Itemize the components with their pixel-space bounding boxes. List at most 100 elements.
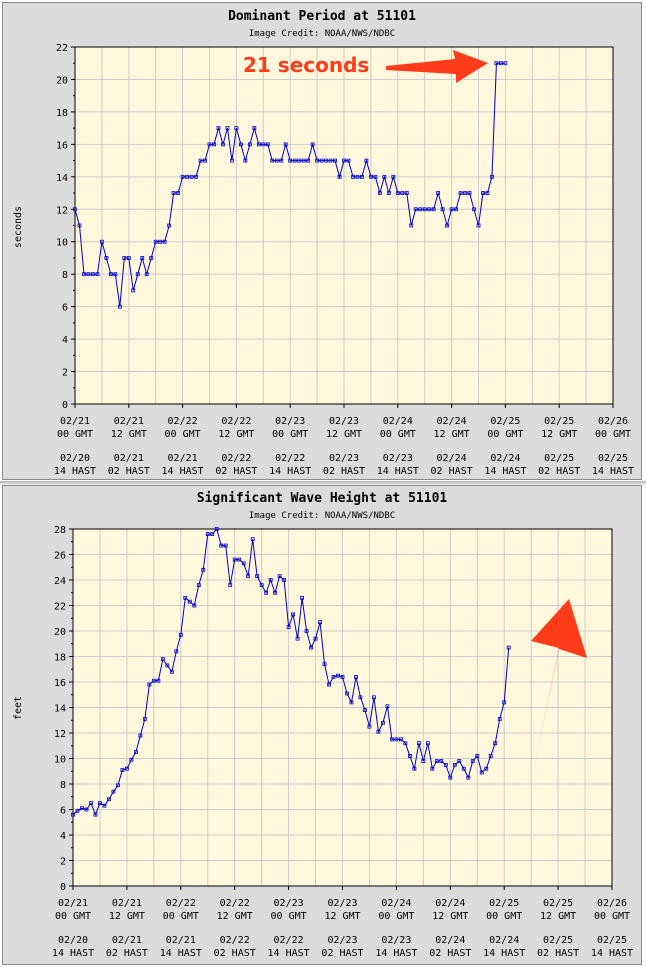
data-point <box>243 158 248 163</box>
x-tick-time-gmt: 00 GMT <box>55 911 91 922</box>
data-point <box>255 574 260 579</box>
data-point <box>292 158 297 163</box>
data-point <box>390 737 394 742</box>
data-point <box>457 759 462 763</box>
y-tick-label: 2 <box>60 857 66 868</box>
data-point <box>178 632 183 637</box>
x-tick-date-hast: 02/25 <box>598 453 628 464</box>
x-tick-date-hast: 02/24 <box>489 935 519 946</box>
x-tick-time-gmt: 12 GMT <box>540 911 576 922</box>
data-point <box>425 741 430 746</box>
x-tick-date-hast: 02/22 <box>275 453 305 464</box>
data-point <box>328 158 333 163</box>
y-tick-label: 14 <box>54 704 66 715</box>
data-point <box>395 191 400 195</box>
data-point <box>268 578 273 582</box>
data-point <box>331 674 336 679</box>
data-point <box>151 678 156 683</box>
data-point <box>98 801 102 806</box>
data-point <box>476 223 481 228</box>
x-tick-time-gmt: 12 GMT <box>218 429 254 440</box>
data-point <box>427 207 432 212</box>
x-tick-time-hast: 02 HAST <box>215 466 257 477</box>
data-point <box>409 223 414 228</box>
data-point <box>176 191 181 195</box>
data-point <box>140 256 145 260</box>
y-axis-label: feet <box>13 696 24 720</box>
data-point <box>207 142 212 147</box>
data-point <box>230 158 234 163</box>
annotation-label: 21 seconds <box>243 53 369 77</box>
data-point <box>381 720 385 725</box>
data-point <box>256 142 261 147</box>
x-tick-time-hast: 14 HAST <box>375 948 417 959</box>
y-tick-label: 12 <box>56 205 68 216</box>
data-point <box>333 158 337 163</box>
x-tick-time-hast: 14 HAST <box>377 466 419 477</box>
x-tick-date-gmt: 02/21 <box>112 898 142 909</box>
data-point <box>171 191 176 195</box>
data-point <box>416 741 421 746</box>
x-tick-date-hast: 02/23 <box>327 935 357 946</box>
data-point <box>434 759 439 763</box>
data-point <box>288 158 293 163</box>
data-point <box>279 158 284 163</box>
data-point <box>192 603 197 608</box>
data-point <box>264 590 269 595</box>
data-point <box>340 674 345 679</box>
x-tick-date-gmt: 02/21 <box>58 898 88 909</box>
data-point <box>167 223 172 228</box>
data-point <box>95 272 100 277</box>
data-point <box>198 158 203 163</box>
data-point <box>472 207 476 212</box>
divider <box>0 481 646 485</box>
data-point <box>183 595 188 600</box>
x-tick-time-gmt: 12 GMT <box>109 911 145 922</box>
data-point <box>201 567 206 572</box>
data-point <box>277 574 282 579</box>
data-point <box>174 649 179 654</box>
data-point <box>212 142 216 147</box>
x-tick-time-hast: 14 HAST <box>268 948 310 959</box>
data-point <box>73 207 77 212</box>
data-point <box>113 272 118 277</box>
y-tick-label: 22 <box>54 602 66 613</box>
annotation <box>529 599 587 793</box>
data-point <box>71 812 75 817</box>
x-tick-date-gmt: 02/24 <box>437 416 467 427</box>
data-point <box>470 759 475 763</box>
x-tick-time-hast: 02 HAST <box>323 466 365 477</box>
data-point <box>162 239 167 244</box>
x-tick-time-gmt: 00 GMT <box>486 911 522 922</box>
x-tick-date-hast: 02/21 <box>114 453 144 464</box>
y-tick-label: 18 <box>54 653 66 664</box>
x-tick-time-gmt: 00 GMT <box>380 429 416 440</box>
annotation: 21 seconds <box>243 50 488 83</box>
x-tick-time-hast: 02 HAST <box>431 466 473 477</box>
x-tick-time-hast: 14 HAST <box>269 466 311 477</box>
data-point <box>221 142 225 147</box>
data-point <box>443 762 448 767</box>
y-axis-label: seconds <box>13 206 24 248</box>
data-point <box>322 662 327 667</box>
data-point <box>156 678 161 683</box>
x-tick-time-gmt: 12 GMT <box>217 911 253 922</box>
data-point <box>400 191 405 195</box>
data-point <box>144 272 149 277</box>
data-point <box>319 158 324 163</box>
x-tick-date-hast: 02/21 <box>168 453 198 464</box>
data-point <box>138 733 143 738</box>
data-point <box>479 770 484 775</box>
data-point <box>422 207 427 212</box>
annotation-arrow <box>386 50 488 83</box>
x-tick-date-gmt: 02/24 <box>383 416 413 427</box>
data-point <box>449 207 454 212</box>
data-point <box>203 158 207 163</box>
data-point <box>421 759 426 763</box>
data-point <box>131 288 136 293</box>
x-tick-time-gmt: 00 GMT <box>163 911 199 922</box>
x-tick-date-hast: 02/22 <box>221 453 251 464</box>
x-tick-time-hast: 14 HAST <box>52 948 94 959</box>
x-tick-date-hast: 02/22 <box>274 935 304 946</box>
data-point <box>205 532 210 536</box>
